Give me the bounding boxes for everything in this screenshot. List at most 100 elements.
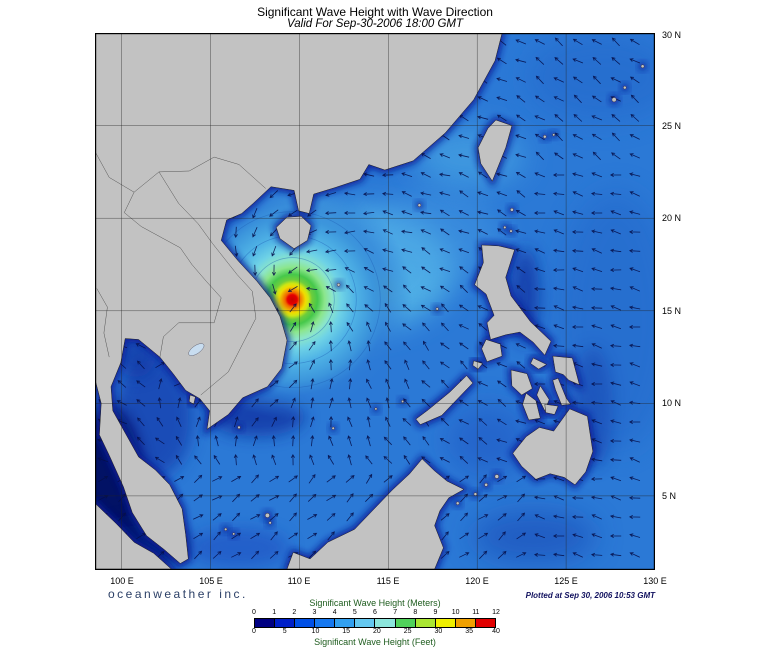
landmass xyxy=(530,357,548,370)
small-island xyxy=(509,229,513,233)
landmass xyxy=(276,216,312,250)
landmass xyxy=(188,394,196,405)
meters-tick-label: 8 xyxy=(413,609,418,616)
meters-tick-label: 9 xyxy=(433,609,438,616)
feet-tick-label: 25 xyxy=(403,628,412,635)
landmass xyxy=(512,408,594,486)
colorbar-segment xyxy=(395,619,416,627)
wave-height-patch xyxy=(445,404,530,477)
colorbar-segment xyxy=(375,619,396,627)
feet-tick-label: 15 xyxy=(342,628,351,635)
small-island xyxy=(503,225,507,229)
small-island xyxy=(510,207,514,212)
colorbar-segment xyxy=(355,619,376,627)
colorbar-segment xyxy=(315,619,336,627)
meters-tick-label: 2 xyxy=(292,609,297,616)
meters-tick-label: 10 xyxy=(451,609,460,616)
landmass xyxy=(286,458,465,570)
small-island xyxy=(264,512,270,518)
wave-height-patch xyxy=(472,510,597,563)
small-island xyxy=(543,134,547,139)
meters-tick-label: 5 xyxy=(352,609,357,616)
small-island xyxy=(552,133,556,137)
landmass xyxy=(510,369,533,396)
landmass xyxy=(472,360,484,370)
feet-tick-label: 0 xyxy=(252,628,256,635)
y-axis-label: 20 N xyxy=(662,213,682,223)
small-island xyxy=(640,64,645,69)
feet-tick-label: 40 xyxy=(492,628,500,635)
meters-tick-label: 12 xyxy=(492,609,500,616)
wave-height-map xyxy=(95,33,655,570)
small-island xyxy=(494,474,499,479)
y-axis-label: 5 N xyxy=(662,491,677,501)
oceanweather-logo-text: oceanweather inc. xyxy=(108,587,248,601)
country-border xyxy=(96,288,110,358)
map-canvas xyxy=(95,33,655,570)
valid-time-subtitle: Valid For Sep-30-2006 18:00 GMT xyxy=(287,18,463,30)
page-title: Significant Wave Height with Wave Direct… xyxy=(257,5,493,19)
colorbar xyxy=(254,618,496,628)
feet-tick-label: 10 xyxy=(311,628,320,635)
small-island xyxy=(435,307,439,311)
meters-tick-label: 4 xyxy=(332,609,337,616)
meters-tick-label: 1 xyxy=(272,609,277,616)
small-island xyxy=(473,492,478,496)
small-island xyxy=(268,521,272,525)
y-axis-label: 30 N xyxy=(662,30,682,40)
lake-tonle-sap xyxy=(188,343,205,356)
landmass xyxy=(544,404,559,415)
landmass xyxy=(522,392,541,421)
small-island xyxy=(401,400,404,403)
plotted-timestamp: Plotted at Sep 30, 2006 10:53 GMT xyxy=(525,591,655,600)
map-frame xyxy=(95,33,655,570)
colorbar-segment xyxy=(255,619,276,627)
landmass xyxy=(474,244,552,356)
y-axis-label: 25 N xyxy=(662,121,682,131)
meters-tick-label: 0 xyxy=(252,609,256,616)
x-axis-label: 110 E xyxy=(287,576,311,586)
small-island xyxy=(611,97,617,103)
meters-tick-label: 11 xyxy=(472,609,480,616)
small-island xyxy=(456,501,460,505)
x-axis-label: 120 E xyxy=(465,576,489,586)
small-island xyxy=(417,203,422,207)
small-island xyxy=(232,532,236,536)
x-axis-label: 105 E xyxy=(199,576,223,586)
landmass xyxy=(477,119,513,182)
x-axis-label: 125 E xyxy=(554,576,578,586)
country-border xyxy=(158,171,257,396)
country-border xyxy=(123,192,222,358)
small-island xyxy=(484,482,488,487)
x-axis-label: 130 E xyxy=(643,576,667,586)
colorbar-segment xyxy=(275,619,296,627)
y-axis-label: 10 N xyxy=(662,398,682,408)
colorbar-segment xyxy=(455,619,476,627)
legend-feet-label: Significant Wave Height (Feet) xyxy=(314,637,436,647)
legend-meters-label: Significant Wave Height (Meters) xyxy=(309,598,441,608)
colorbar-segment xyxy=(295,619,316,627)
small-island xyxy=(623,85,627,90)
colorbar-segment xyxy=(475,619,495,627)
landmass xyxy=(415,375,474,425)
meters-tick-label: 3 xyxy=(312,609,317,616)
small-island xyxy=(224,527,228,531)
feet-tick-row: 0 5 10 15 20 25 30 35 40 xyxy=(252,628,500,637)
meters-tick-label: 6 xyxy=(373,609,377,616)
x-axis-label: 115 E xyxy=(376,576,400,586)
x-axis-label: 100 E xyxy=(110,576,134,586)
small-island xyxy=(336,283,341,287)
meters-tick-label: 7 xyxy=(393,609,398,616)
meters-tick-row: 0 1 2 3 4 5 6 7 8 9 10 11 12 xyxy=(252,609,500,618)
small-island xyxy=(237,425,241,429)
feet-tick-label: 35 xyxy=(465,628,474,635)
feet-tick-label: 5 xyxy=(282,628,287,635)
landmass xyxy=(95,502,173,570)
colorbar-segment xyxy=(335,619,356,627)
wave-height-patch xyxy=(526,33,655,123)
small-island xyxy=(331,426,335,430)
y-axis-label: 15 N xyxy=(662,306,682,316)
feet-tick-label: 30 xyxy=(434,628,443,635)
